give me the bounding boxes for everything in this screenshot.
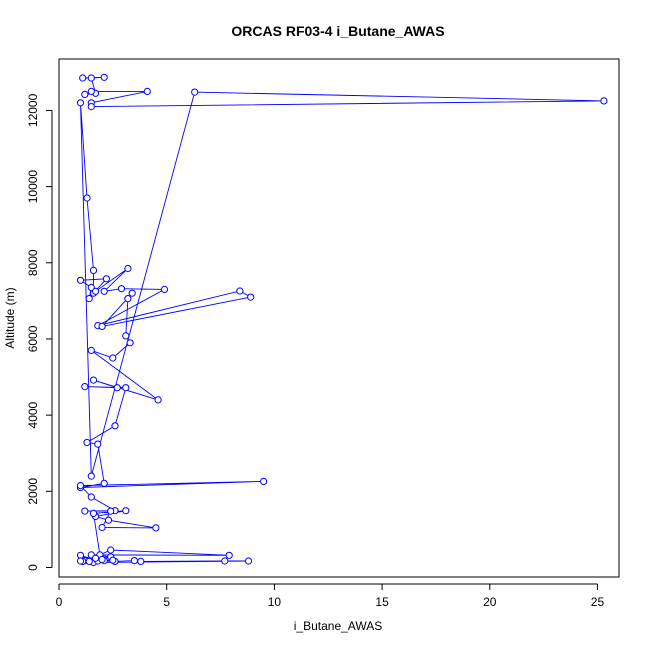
data-point xyxy=(152,524,160,532)
data-point xyxy=(122,332,130,340)
data-point xyxy=(98,523,106,532)
chart-title: ORCAS RF03-4 i_Butane_AWAS xyxy=(231,23,444,39)
data-point xyxy=(92,554,100,562)
plot-area-frame xyxy=(58,58,620,578)
data-point xyxy=(109,354,117,362)
data-point xyxy=(87,103,95,111)
data-point xyxy=(104,516,113,524)
data-point xyxy=(79,74,87,82)
data-point xyxy=(87,346,95,354)
x-tick-label-20: 20 xyxy=(483,595,497,609)
data-point xyxy=(85,295,93,303)
data-point xyxy=(244,557,253,565)
y-axis-label: Altitude (m) xyxy=(3,287,17,348)
data-point xyxy=(137,557,145,566)
data-point xyxy=(117,285,126,293)
data-point xyxy=(76,276,85,284)
data-point xyxy=(85,557,93,566)
data-point xyxy=(247,293,255,301)
data-point xyxy=(87,87,95,96)
data-point xyxy=(191,88,199,96)
data-point xyxy=(236,287,244,295)
data-point xyxy=(124,295,132,303)
data-point xyxy=(87,493,95,501)
x-tick-label-5: 5 xyxy=(163,595,170,609)
data-point xyxy=(94,440,102,448)
series-layer xyxy=(76,73,608,567)
data-point xyxy=(89,376,98,384)
data-point xyxy=(87,472,95,480)
data-point xyxy=(143,87,151,96)
data-point xyxy=(89,509,98,518)
data-point xyxy=(124,264,132,273)
y-tick-label-6000: 6000 xyxy=(26,325,40,352)
data-point xyxy=(122,384,130,392)
data-point xyxy=(83,194,91,202)
data-point xyxy=(100,287,108,295)
data-point xyxy=(225,551,233,559)
data-point xyxy=(81,383,89,391)
data-point xyxy=(107,507,115,515)
y-tick-label-12000: 12000 xyxy=(26,93,40,127)
data-point xyxy=(100,479,108,487)
data-point xyxy=(98,555,106,564)
y-tick-label-0: 0 xyxy=(26,564,40,571)
data-point xyxy=(154,396,162,404)
data-point xyxy=(130,557,138,565)
axes: 0 5 10 15 20 25 0 2000 4000 6000 8000 10000 12000 xyxy=(26,93,604,609)
data-point xyxy=(81,90,89,99)
data-point xyxy=(98,322,106,330)
data-point xyxy=(81,507,89,515)
x-tick-label-25: 25 xyxy=(591,595,605,609)
y-tick-label-8000: 8000 xyxy=(26,249,40,276)
data-point xyxy=(92,287,100,295)
data-point xyxy=(109,556,117,564)
data-point xyxy=(100,73,108,81)
x-axis-label: i_Butane_AWAS xyxy=(294,619,383,633)
x-tick-label-15: 15 xyxy=(375,595,389,609)
data-point xyxy=(160,285,169,293)
data-point xyxy=(600,97,608,105)
data-point xyxy=(87,74,95,82)
x-tick-label-0: 0 xyxy=(56,595,63,609)
data-point xyxy=(107,546,115,554)
data-point xyxy=(122,507,130,515)
data-point xyxy=(113,384,121,392)
y-tick-label-4000: 4000 xyxy=(26,401,40,428)
data-point xyxy=(102,275,111,283)
data-point xyxy=(76,99,85,107)
data-point xyxy=(260,477,268,485)
y-tick-label-10000: 10000 xyxy=(26,170,40,204)
data-point xyxy=(221,557,229,565)
y-tick-label-2000: 2000 xyxy=(26,478,40,505)
x-tick-label-10: 10 xyxy=(268,595,282,609)
data-point xyxy=(126,339,134,347)
data-point xyxy=(83,438,91,447)
data-point xyxy=(76,557,85,565)
data-point xyxy=(128,289,136,297)
data-point xyxy=(89,266,98,274)
data-point xyxy=(76,482,85,490)
data-point xyxy=(111,422,119,430)
